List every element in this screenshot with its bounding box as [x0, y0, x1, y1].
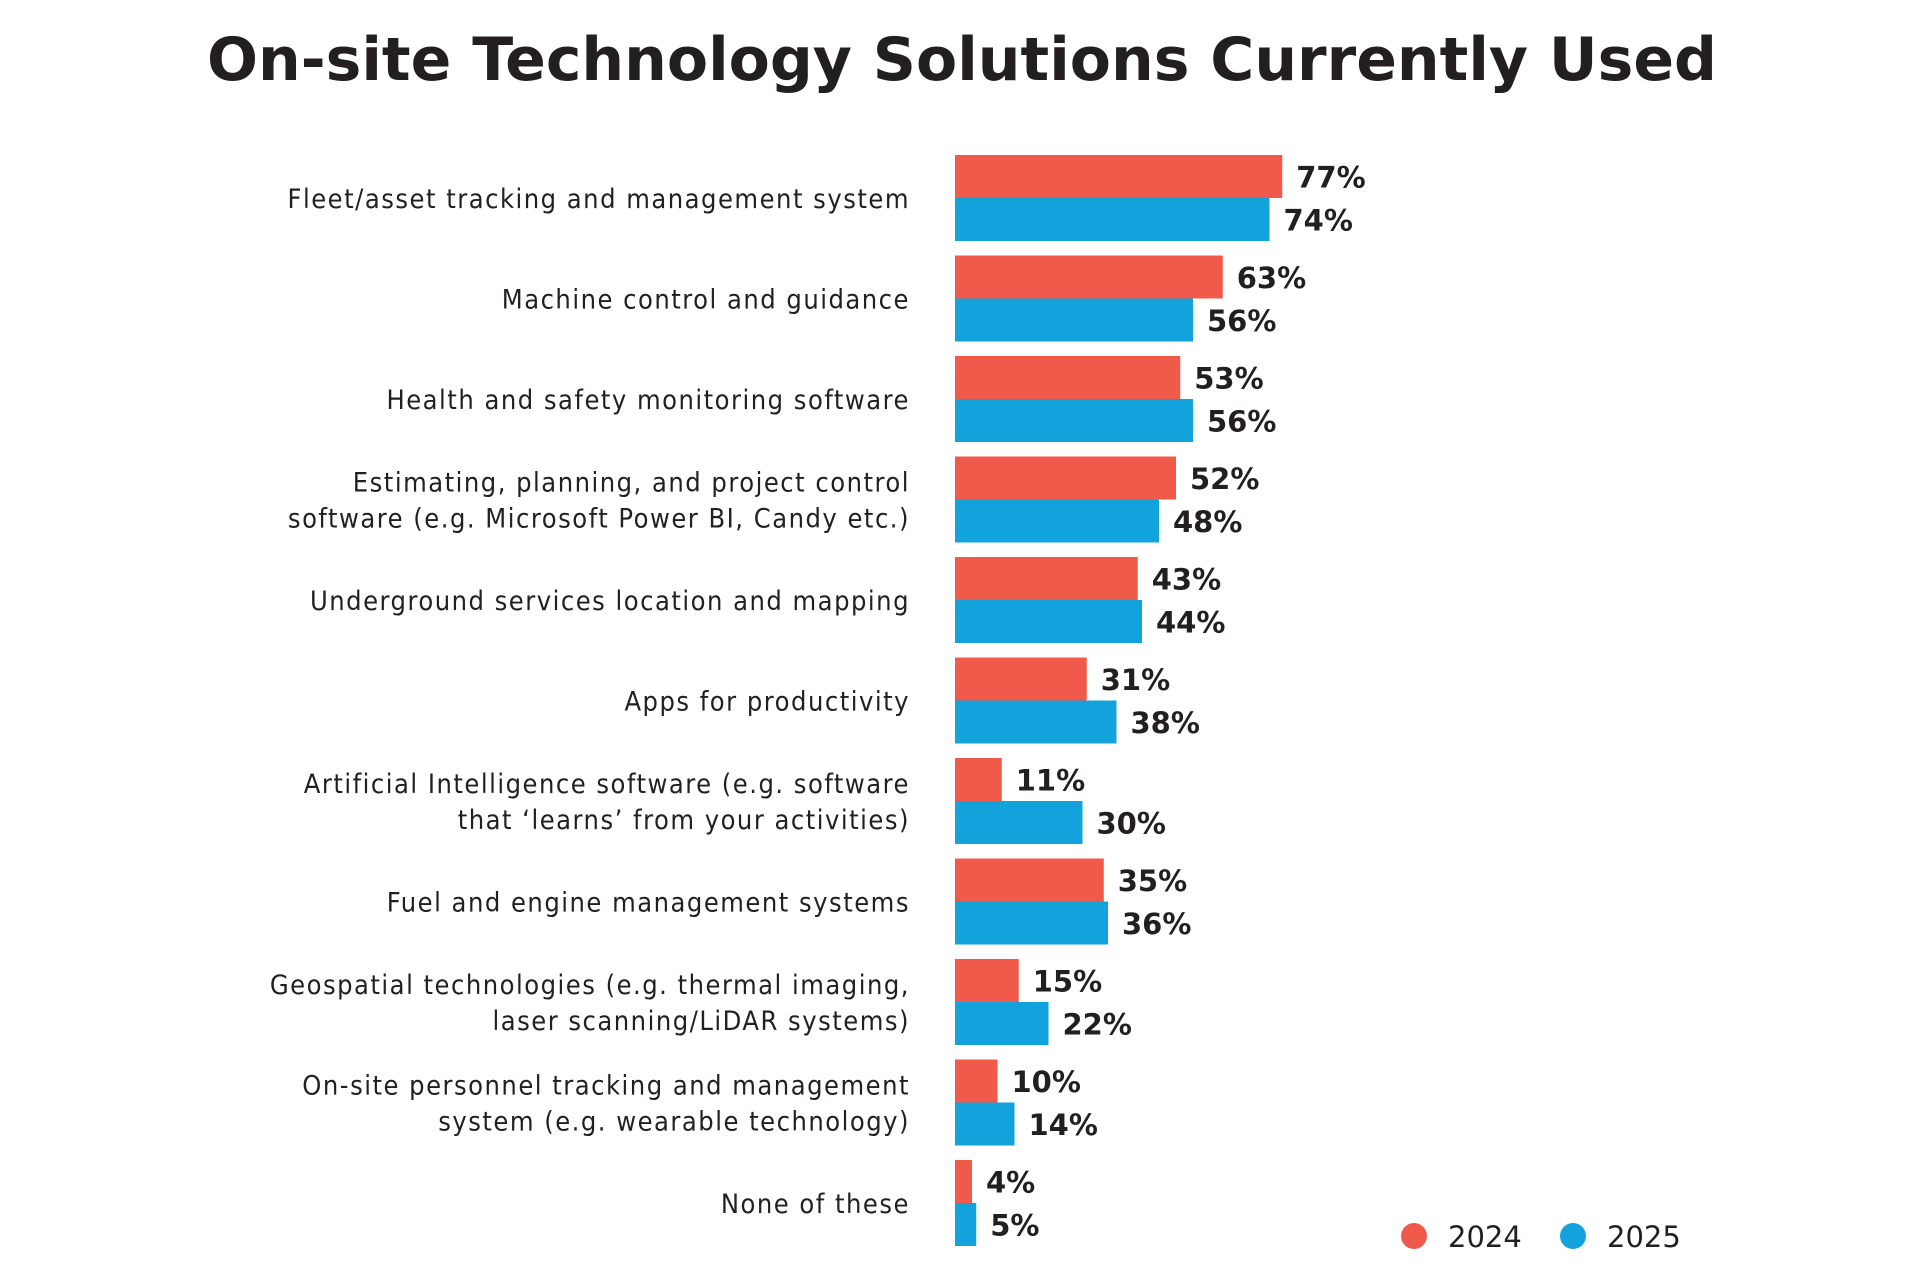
category-label: On-site personnel tracking and managemen… — [302, 1071, 910, 1102]
data-label: 35% — [1118, 864, 1187, 898]
category-label: Geospatial technologies (e.g. thermal im… — [270, 970, 910, 1001]
bar-2024 — [955, 356, 1181, 399]
bar-2025 — [955, 298, 1193, 342]
data-label: 31% — [1101, 663, 1170, 697]
bar-2025 — [955, 600, 1142, 643]
legend-label: 2024 — [1448, 1220, 1522, 1254]
category-label: None of these — [721, 1189, 910, 1220]
category-labels: Fleet/asset tracking and management syst… — [270, 184, 911, 1220]
bar-2024 — [955, 255, 1223, 299]
data-label: 14% — [1029, 1108, 1098, 1142]
data-label: 63% — [1237, 261, 1306, 295]
data-label: 5% — [990, 1209, 1039, 1243]
chart-title: On-site Technology Solutions Currently U… — [207, 25, 1717, 95]
bar-2024 — [955, 1059, 998, 1103]
bar-2025 — [955, 399, 1193, 442]
category-label: Fleet/asset tracking and management syst… — [288, 184, 911, 215]
bar-2024 — [955, 959, 1019, 1002]
category-label: software (e.g. Microsoft Power BI, Candy… — [288, 504, 910, 535]
data-label: 11% — [1016, 764, 1085, 798]
data-label: 48% — [1173, 505, 1242, 539]
bar-2024 — [955, 557, 1138, 600]
data-label: 22% — [1063, 1008, 1132, 1042]
data-label: 52% — [1190, 462, 1259, 496]
bar-2025 — [955, 801, 1083, 844]
bar-2024 — [955, 1160, 972, 1203]
data-label: 38% — [1131, 706, 1200, 740]
legend-marker-2024 — [1401, 1223, 1427, 1249]
category-label: that ‘learns’ from your activities) — [458, 805, 910, 836]
category-label: Machine control and guidance — [502, 285, 910, 316]
data-label: 44% — [1156, 606, 1225, 640]
bar-2025 — [955, 700, 1117, 744]
legend-label: 2025 — [1607, 1220, 1681, 1254]
bar-2025 — [955, 198, 1270, 241]
data-label: 53% — [1194, 362, 1263, 396]
category-label: Apps for productivity — [624, 687, 910, 718]
category-label: Underground services location and mappin… — [310, 586, 910, 617]
data-label: 4% — [986, 1166, 1035, 1200]
data-label: 74% — [1284, 204, 1353, 238]
bar-2025 — [955, 1102, 1015, 1146]
data-label: 36% — [1122, 907, 1191, 941]
category-label: Health and safety monitoring software — [386, 385, 910, 416]
bar-2025 — [955, 1002, 1049, 1045]
category-label: system (e.g. wearable technology) — [438, 1107, 910, 1138]
data-label: 43% — [1152, 563, 1221, 597]
data-label: 15% — [1033, 965, 1102, 999]
category-label: Artificial Intelligence software (e.g. s… — [304, 769, 910, 800]
bar-2025 — [955, 499, 1159, 543]
data-label: 10% — [1012, 1065, 1081, 1099]
category-label: Estimating, planning, and project contro… — [353, 468, 910, 499]
bar-2024 — [955, 456, 1176, 500]
data-label: 56% — [1207, 304, 1276, 338]
bar-2024 — [955, 758, 1002, 801]
legend: 2024 2025 — [1401, 1220, 1681, 1254]
category-label: laser scanning/LiDAR systems) — [492, 1006, 910, 1037]
data-label: 30% — [1097, 807, 1166, 841]
bar-2024 — [955, 657, 1087, 701]
bar-2024 — [955, 155, 1283, 198]
legend-marker-2025 — [1560, 1223, 1586, 1249]
bar-2025 — [955, 1203, 977, 1246]
data-label: 77% — [1296, 161, 1365, 195]
bars-group — [955, 155, 1283, 1246]
data-label: 56% — [1207, 405, 1276, 439]
bar-2025 — [955, 901, 1108, 945]
value-labels: 77% 74% 63% 56% 53% 56% 52% 48% 43% 44% 31% 38% 11% 3… — [986, 161, 1366, 1243]
bar-2024 — [955, 858, 1104, 902]
category-label: Fuel and engine management systems — [387, 888, 910, 919]
